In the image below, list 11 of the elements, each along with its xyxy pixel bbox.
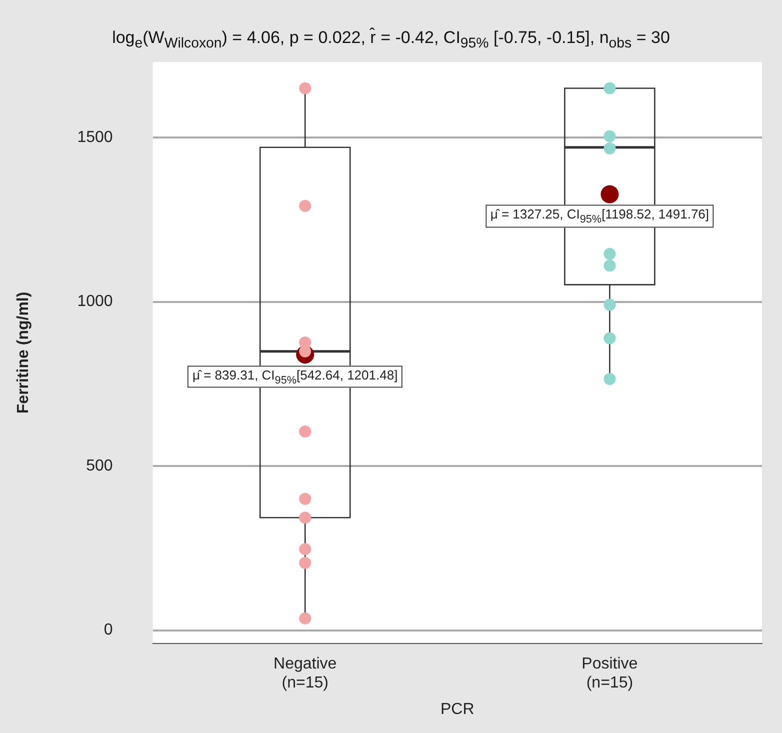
x-axis-title: PCR	[440, 700, 474, 718]
x-tick-label: Negative (n=15)	[274, 655, 337, 692]
y-tick-label: 1500	[77, 128, 113, 146]
annotation: μ̂ = 1327.25, CI$_{95%}$[1198.52, 1491.76]	[485, 204, 714, 228]
y-tick-label: 0	[104, 622, 113, 639]
y-axis-title: Ferritine (ng/ml)	[15, 292, 32, 414]
y-tick-label: 1000	[77, 293, 113, 310]
x-tick-label: Positive (n=15)	[582, 655, 638, 692]
annotation: μ̂ = 839.31, CI$_{95%}$[542.64, 1201.48]	[188, 365, 403, 388]
y-tick-label: 500	[86, 457, 113, 474]
chart-title: log$_{e}$(W$_{Wilcoxon}$) = 4.06, p = 0.022, r̂ = -0.42, CI$_{95%}$ [-0.75, -0.15], n$_{obs}$ = 30	[112, 28, 670, 52]
